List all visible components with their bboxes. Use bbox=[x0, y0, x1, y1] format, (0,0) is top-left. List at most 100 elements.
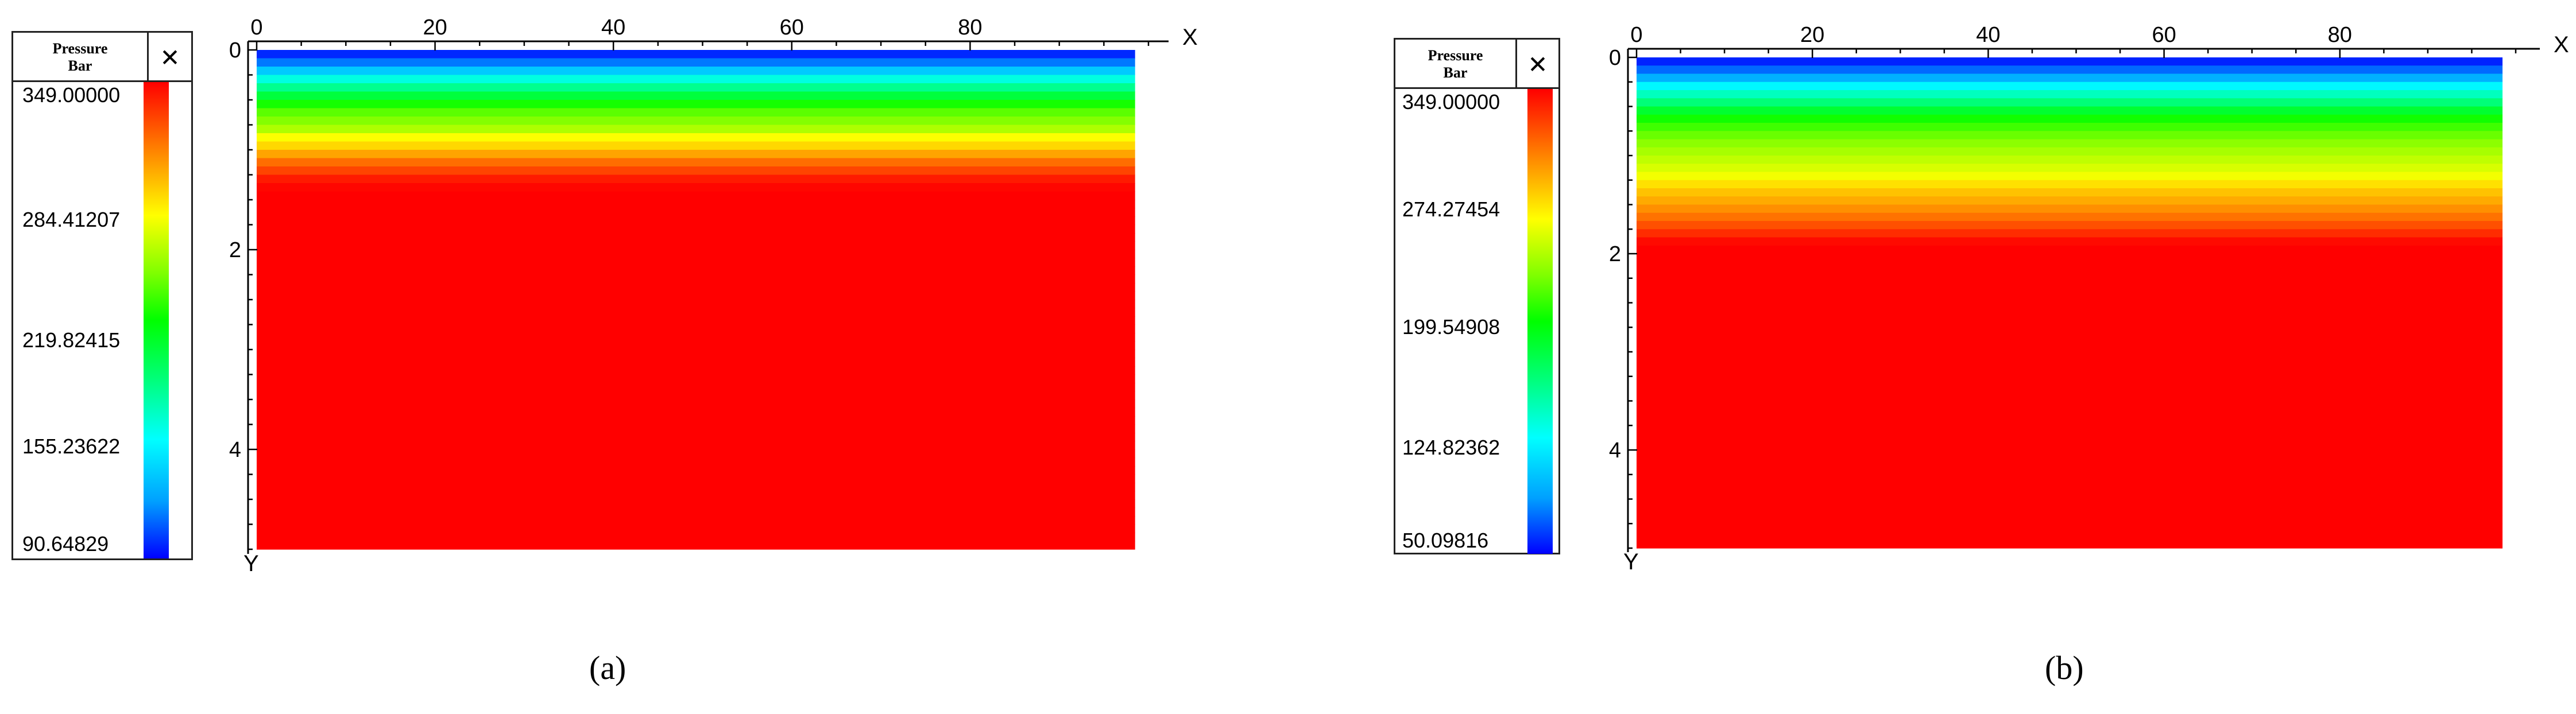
heatmap-band bbox=[257, 533, 1135, 542]
heatmap-band bbox=[257, 75, 1135, 84]
colorbar-label-3: 155.23622 bbox=[22, 434, 121, 458]
x-axis-label: X bbox=[2554, 32, 2569, 57]
heatmap-band bbox=[257, 491, 1135, 500]
x-tick-label: 80 bbox=[2328, 23, 2352, 47]
heatmap-band bbox=[1637, 57, 2503, 66]
colorbar-label-3: 124.82362 bbox=[1402, 436, 1500, 459]
y-tick-label: 0 bbox=[229, 38, 241, 63]
heatmap-band bbox=[1637, 188, 2503, 197]
x-tick-label: 0 bbox=[1630, 23, 1642, 47]
y-tick-label: 2 bbox=[1609, 242, 1621, 266]
legend-header: Pressure Bar ✕ bbox=[1395, 40, 1558, 89]
heatmap-band bbox=[257, 191, 1135, 200]
x-tick-label: 60 bbox=[780, 15, 804, 40]
legend-header: Pressure Bar ✕ bbox=[13, 33, 191, 82]
heatmap-band bbox=[257, 391, 1135, 400]
heatmap-band bbox=[1637, 335, 2503, 344]
heatmap-band bbox=[1637, 483, 2503, 491]
heatmap-band bbox=[1637, 368, 2503, 377]
heatmap-band bbox=[1637, 327, 2503, 336]
heatmap-band bbox=[1637, 278, 2503, 287]
heatmap-band bbox=[1637, 441, 2503, 451]
heatmap-band bbox=[1637, 507, 2503, 516]
heatmap-band bbox=[257, 358, 1135, 367]
legend-box: Pressure Bar ✕ 349.00000 284.41207 219.8… bbox=[11, 31, 193, 560]
heatmap-band bbox=[1637, 147, 2503, 156]
heatmap-field bbox=[1637, 57, 2503, 549]
heatmap-band bbox=[1637, 458, 2503, 467]
heatmap-band bbox=[1637, 294, 2503, 304]
legend-title: Pressure Bar bbox=[13, 33, 149, 82]
heatmap-band bbox=[257, 174, 1135, 184]
heatmap-band bbox=[257, 274, 1135, 284]
heatmap-band bbox=[257, 441, 1135, 450]
colorbar-label-1: 274.27454 bbox=[1402, 197, 1500, 221]
heatmap-band bbox=[1637, 212, 2503, 222]
caption-a: (a) bbox=[589, 649, 626, 686]
heatmap-band bbox=[1637, 139, 2503, 148]
y-axis-label: Y bbox=[1623, 549, 1639, 575]
heatmap-band bbox=[1637, 65, 2503, 75]
heatmap-band bbox=[257, 524, 1135, 533]
x-tick-label: 20 bbox=[423, 15, 447, 40]
heatmap-band bbox=[257, 449, 1135, 459]
heatmap-band bbox=[257, 499, 1135, 509]
heatmap-band bbox=[1637, 385, 2503, 393]
close-icon[interactable]: ✕ bbox=[1527, 50, 1548, 79]
heatmap-band bbox=[257, 241, 1135, 250]
colorbar-label-1: 284.41207 bbox=[22, 208, 121, 231]
colorbar-label-0: 349.00000 bbox=[22, 83, 121, 107]
heatmap-band bbox=[1637, 393, 2503, 402]
heatmap-band bbox=[1637, 409, 2503, 418]
heatmap-band bbox=[257, 399, 1135, 409]
colorbar-label-4: 50.09816 bbox=[1402, 529, 1489, 552]
x-tick-label: 80 bbox=[958, 15, 982, 40]
heatmap-band bbox=[1637, 123, 2503, 131]
heatmap-band bbox=[257, 300, 1135, 309]
heatmap-band bbox=[257, 216, 1135, 226]
heatmap-band bbox=[1637, 172, 2503, 181]
heatmap-band bbox=[257, 83, 1135, 92]
heatmap-band bbox=[1637, 73, 2503, 83]
heatmap-band bbox=[257, 466, 1135, 475]
heatmap-band bbox=[257, 483, 1135, 492]
heatmap-band bbox=[1637, 499, 2503, 508]
heatmap-band bbox=[1637, 180, 2503, 189]
heatmap-band bbox=[1637, 319, 2503, 328]
heatmap-band bbox=[1637, 164, 2503, 173]
heatmap-band bbox=[257, 350, 1135, 359]
heatmap-band bbox=[1637, 531, 2503, 541]
heatmap-band bbox=[1637, 221, 2503, 230]
heatmap-band bbox=[1637, 425, 2503, 434]
heatmap-band bbox=[1637, 401, 2503, 410]
y-tick-label: 4 bbox=[229, 438, 241, 462]
heatmap-band bbox=[1637, 106, 2503, 115]
heatmap-band bbox=[1637, 245, 2503, 254]
heatmap-band bbox=[257, 324, 1135, 333]
heatmap-band bbox=[257, 250, 1135, 259]
heatmap-field bbox=[257, 50, 1135, 550]
heatmap-band bbox=[1637, 90, 2503, 99]
colorbar bbox=[144, 82, 169, 558]
heatmap-band bbox=[257, 58, 1135, 67]
chart-panel-a: Pressure Bar ✕ 349.00000 284.41207 219.8… bbox=[11, 15, 1198, 686]
heatmap-band bbox=[1637, 311, 2503, 320]
heatmap-band bbox=[257, 67, 1135, 76]
heatmap-band bbox=[257, 166, 1135, 176]
heatmap-plot-b: 0 20 40 60 80 0 2 4 X Y bbox=[1609, 23, 2569, 575]
x-tick-label: 20 bbox=[1800, 23, 1824, 47]
close-icon[interactable]: ✕ bbox=[160, 43, 180, 72]
heatmap-band bbox=[1637, 343, 2503, 352]
heatmap-band bbox=[1637, 474, 2503, 483]
heatmap-band bbox=[257, 341, 1135, 350]
x-tick-label: 0 bbox=[250, 15, 262, 40]
heatmap-band bbox=[1637, 352, 2503, 360]
heatmap-band bbox=[257, 383, 1135, 392]
heatmap-band bbox=[1637, 82, 2503, 91]
heatmap-band bbox=[257, 125, 1135, 134]
colorbar-label-4: 90.64829 bbox=[22, 532, 109, 556]
heatmap-band bbox=[1637, 417, 2503, 426]
heatmap-band bbox=[1637, 156, 2503, 164]
heatmap-band bbox=[1637, 286, 2503, 295]
heatmap-band bbox=[1637, 360, 2503, 369]
